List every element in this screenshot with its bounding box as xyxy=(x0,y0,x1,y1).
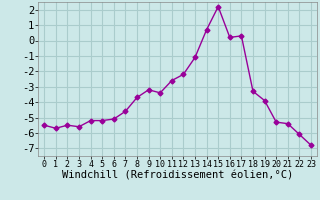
X-axis label: Windchill (Refroidissement éolien,°C): Windchill (Refroidissement éolien,°C) xyxy=(62,171,293,181)
